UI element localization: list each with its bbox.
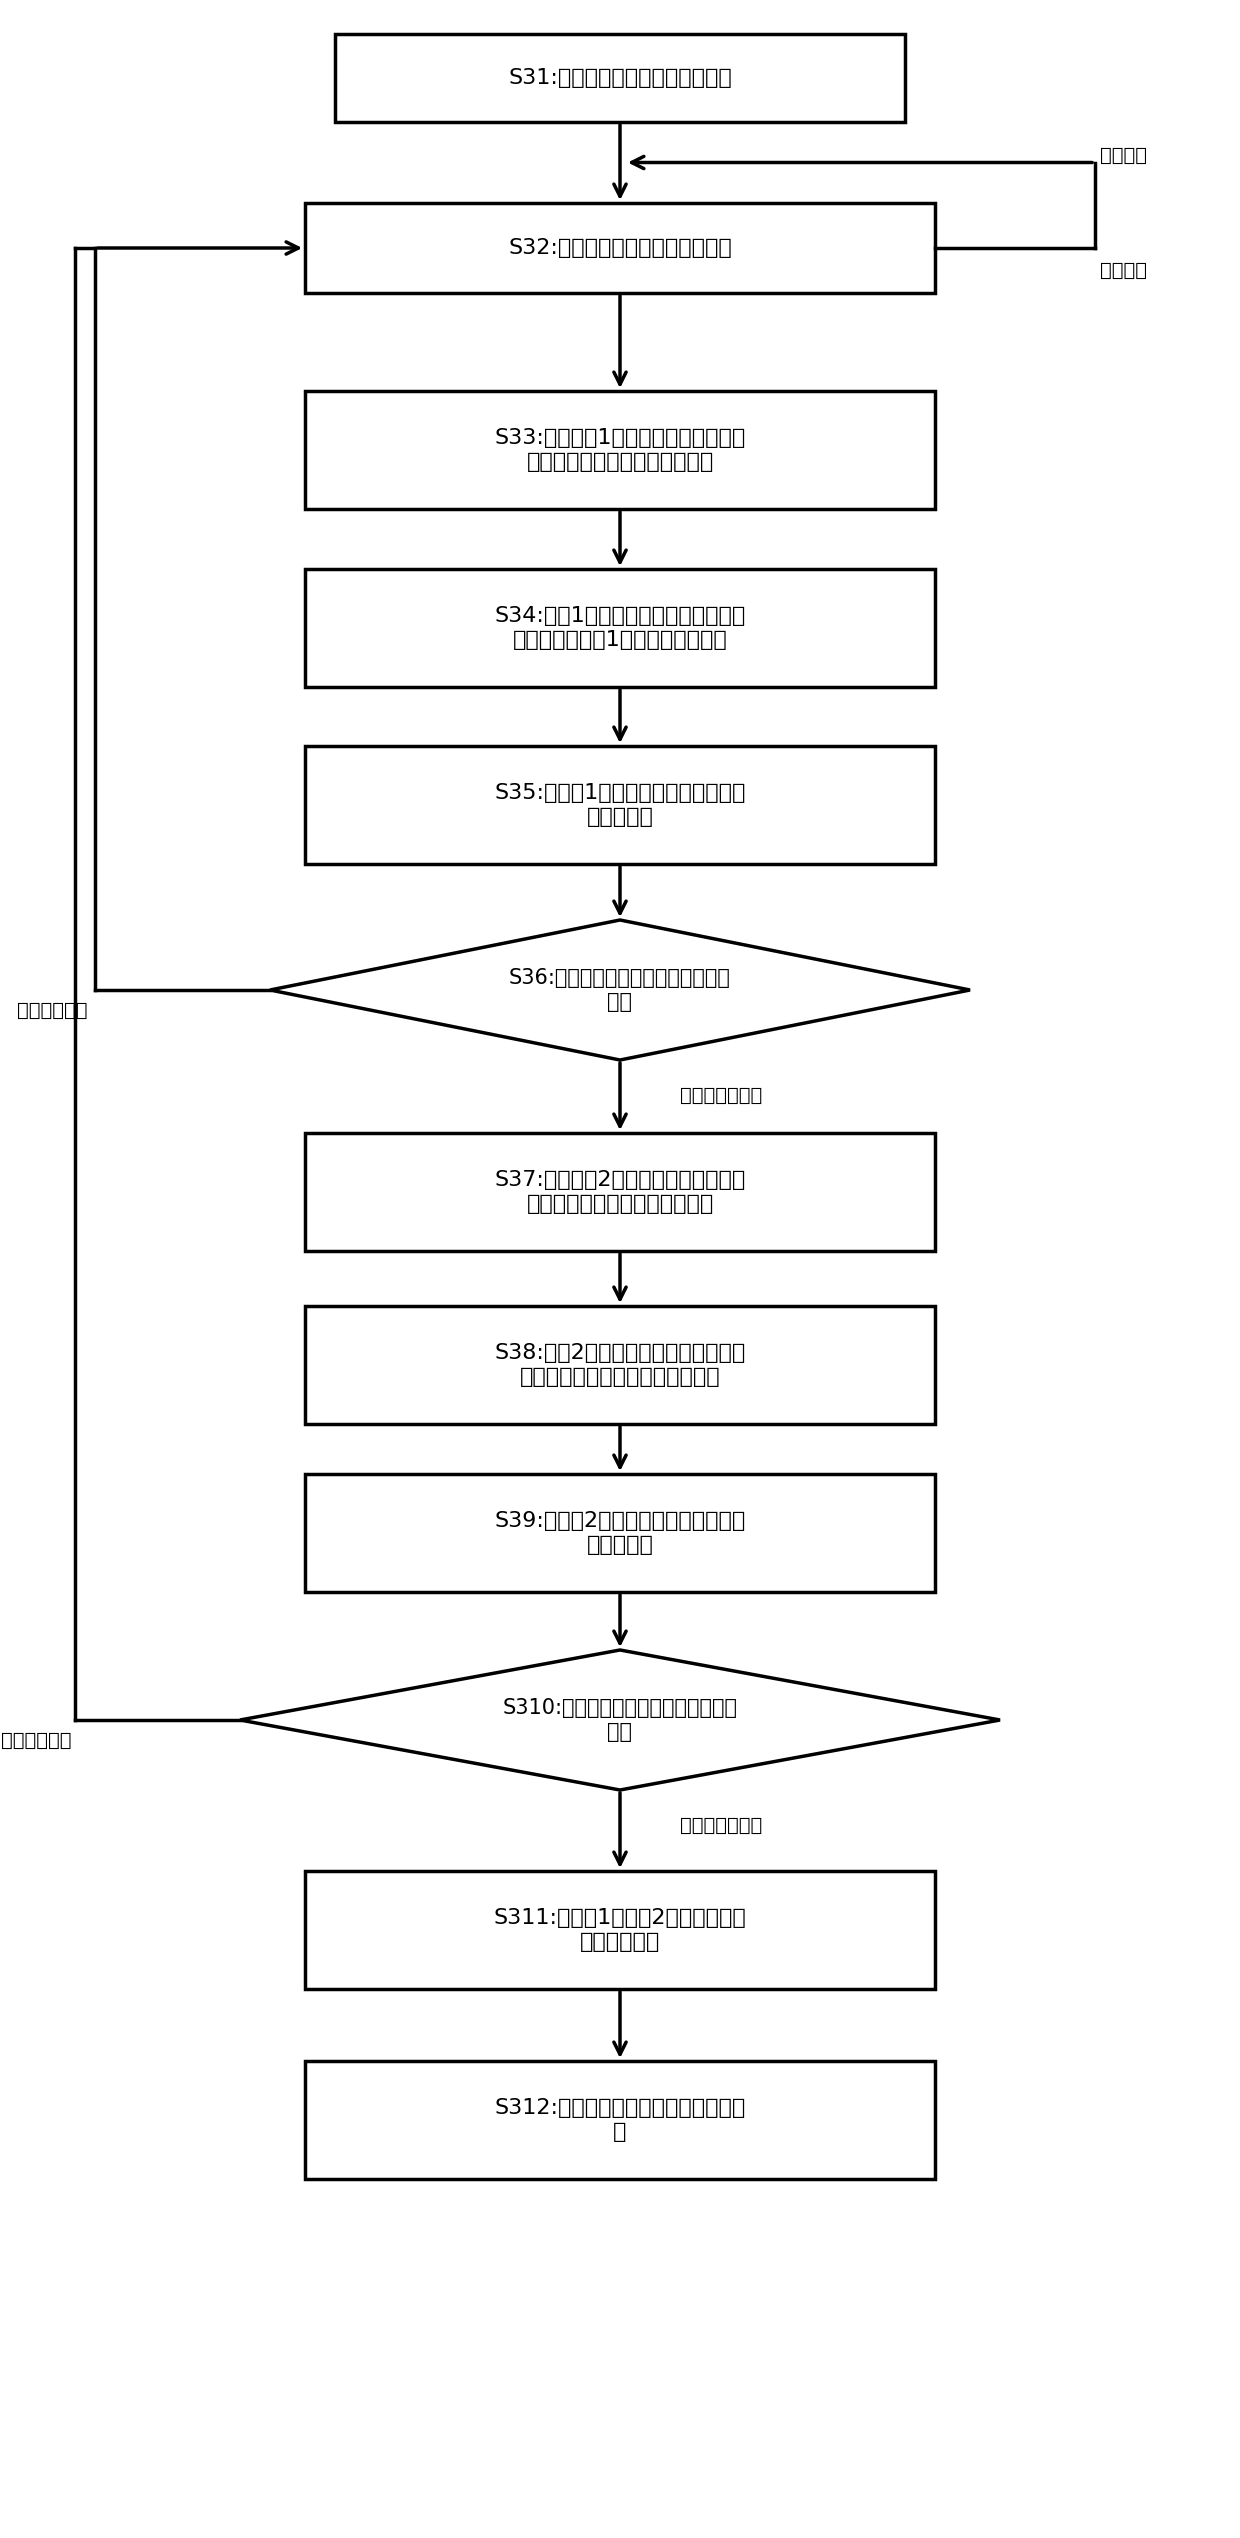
FancyBboxPatch shape — [305, 746, 935, 863]
Text: S39:计算第2个待判断基准频率与基准
频率的差值: S39:计算第2个待判断基准频率与基准 频率的差值 — [495, 1513, 745, 1556]
FancyBboxPatch shape — [305, 203, 935, 292]
Text: S31:初始化，读取存储的基准频率: S31:初始化，读取存储的基准频率 — [508, 69, 732, 89]
FancyBboxPatch shape — [305, 391, 935, 510]
Text: 未扫描到: 未扫描到 — [1100, 261, 1147, 279]
Polygon shape — [270, 919, 970, 1061]
Text: S35:计算第1个待判断基准频率与基准
频率的差值: S35:计算第1个待判断基准频率与基准 频率的差值 — [495, 784, 745, 827]
Text: S33:电磁屏第1次获取一组电磁笔的信
号从无到有时的多个频率信号值: S33:电磁屏第1次获取一组电磁笔的信 号从无到有时的多个频率信号值 — [495, 429, 745, 472]
Text: S312:将平均值确定为校准后的基准频
率: S312:将平均值确定为校准后的基准频 率 — [495, 2099, 745, 2142]
Text: S34:对第1组的多个频率信号值进行滤
波处理，获得第1个待判断基准频率: S34:对第1组的多个频率信号值进行滤 波处理，获得第1个待判断基准频率 — [495, 607, 745, 650]
FancyBboxPatch shape — [335, 33, 905, 122]
Text: S36:将差值的绝对值与预设阈值进行
比较: S36:将差值的绝对值与预设阈值进行 比较 — [510, 970, 730, 1013]
Text: S310:将差值的绝对值与预设阈值进行
比较: S310:将差值的绝对值与预设阈值进行 比较 — [502, 1698, 738, 1741]
Text: S311:计算第1个和第2个待判断基准
频率的平均值: S311:计算第1个和第2个待判断基准 频率的平均值 — [494, 1909, 746, 1952]
Polygon shape — [241, 1650, 999, 1789]
Text: 继续扫描: 继续扫描 — [1100, 145, 1147, 165]
FancyBboxPatch shape — [305, 1475, 935, 1591]
FancyBboxPatch shape — [305, 1132, 935, 1251]
Text: 处于阈值范围内: 处于阈值范围内 — [680, 1086, 763, 1104]
FancyBboxPatch shape — [305, 1871, 935, 1990]
Text: 处于阈值范围内: 处于阈值范围内 — [680, 1815, 763, 1835]
Text: 超出阈值范围: 超出阈值范围 — [1, 1731, 72, 1749]
Text: S37:电磁屏第2次获取一组电磁笔的信
号从无到有时的多个频率信号值: S37:电磁屏第2次获取一组电磁笔的信 号从无到有时的多个频率信号值 — [495, 1170, 745, 1213]
Text: 超出阈值范围: 超出阈值范围 — [17, 1000, 88, 1020]
FancyBboxPatch shape — [305, 1307, 935, 1424]
FancyBboxPatch shape — [305, 2061, 935, 2180]
Text: S38:对第2组的多个频率信号值进行滤
波处理，获得一个待判断基准频率: S38:对第2组的多个频率信号值进行滤 波处理，获得一个待判断基准频率 — [495, 1343, 745, 1386]
Text: S32:电磁屏主动扫描电磁笔的信号: S32:电磁屏主动扫描电磁笔的信号 — [508, 239, 732, 259]
FancyBboxPatch shape — [305, 569, 935, 688]
